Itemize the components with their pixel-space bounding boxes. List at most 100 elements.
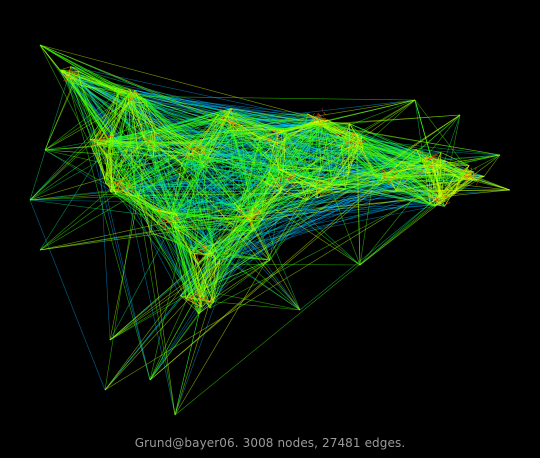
graph-edge: [124, 119, 137, 192]
graph-edge: [397, 179, 399, 184]
graph-edge: [346, 140, 351, 144]
graph-edge: [294, 125, 322, 175]
graph-edge: [127, 87, 130, 92]
graph-edge: [59, 69, 443, 199]
graph-edge: [255, 208, 260, 214]
graph-edge: [108, 114, 461, 142]
graph-edge: [327, 178, 333, 180]
graph-edge: [99, 132, 101, 135]
graph-edge: [212, 253, 216, 258]
graph-edge: [207, 255, 214, 303]
graph-edge: [278, 167, 282, 170]
graph-edge: [300, 122, 332, 184]
graph-edge: [323, 187, 329, 192]
graph-edge: [44, 92, 119, 151]
graph-edge: [44, 149, 119, 167]
graph-edge: [149, 180, 381, 381]
graph-edge: [414, 99, 470, 172]
graph-edge: [316, 114, 320, 116]
graph-edge: [39, 135, 113, 251]
graph-edge: [217, 114, 271, 261]
graph-edge: [93, 137, 100, 142]
graph-edge: [183, 149, 185, 151]
graph-edge: [70, 66, 119, 94]
graph-edge: [306, 185, 316, 200]
graph-edge: [311, 123, 501, 156]
graph-edge: [156, 207, 160, 213]
graph-edge: [194, 251, 197, 256]
graph-edge: [444, 165, 470, 207]
graph-edge: [172, 189, 511, 223]
graph-edge: [373, 154, 501, 175]
graph-edge: [190, 153, 361, 266]
graph-edge: [273, 131, 276, 135]
graph-edge: [149, 155, 202, 381]
graph-edge: [474, 178, 511, 191]
graph-edge: [156, 215, 163, 219]
graph-edge: [130, 95, 136, 102]
graph-edge: [134, 89, 189, 148]
graph-edge: [93, 140, 151, 381]
graph-edge: [129, 93, 136, 187]
graph-edge: [273, 170, 281, 187]
graph-edge: [321, 125, 355, 138]
graph-edge: [349, 141, 352, 145]
graph-edge: [165, 215, 171, 219]
graph-edge: [360, 139, 366, 141]
graph-edge: [280, 170, 333, 185]
graph-edge: [430, 201, 434, 205]
graph-edge: [59, 69, 275, 187]
graph-edge: [391, 173, 397, 175]
graph-edge: [125, 188, 174, 214]
graph-edge: [109, 182, 113, 186]
graph-edge: [281, 129, 308, 200]
graph-edge: [226, 108, 232, 117]
graph-edge: [476, 179, 480, 186]
graph-edge: [105, 183, 191, 254]
graph-edge: [483, 154, 501, 177]
graph-edge: [273, 129, 282, 147]
graph-edge: [146, 101, 157, 142]
graph-edge: [323, 120, 375, 172]
graph-edge: [174, 300, 203, 416]
graph-edge: [67, 80, 151, 381]
graph-edge: [125, 188, 176, 416]
graph-edge: [317, 188, 346, 199]
graph-edge: [39, 154, 202, 251]
graph-edge: [193, 207, 254, 249]
graph-edge: [279, 130, 282, 171]
graph-edge: [404, 180, 407, 182]
graph-edge: [105, 182, 110, 188]
graph-edge: [414, 99, 432, 158]
graph-edge: [359, 171, 435, 266]
graph-edge: [332, 149, 417, 185]
graph-edge: [275, 142, 278, 146]
graph-edge: [209, 207, 254, 309]
graph-edge: [105, 174, 111, 192]
graph-edge: [204, 299, 207, 302]
graph-edge: [128, 93, 157, 142]
graph-edge: [172, 222, 190, 294]
graph-edge: [347, 146, 353, 153]
graph-edge: [144, 110, 229, 138]
graph-edge: [272, 149, 342, 183]
graph-edge: [176, 130, 230, 216]
graph-edge: [442, 179, 474, 199]
graph-edge: [312, 118, 318, 123]
graph-edge: [112, 187, 173, 219]
graph-edge: [471, 174, 511, 191]
graph-edge: [197, 263, 361, 266]
graph-edge: [149, 120, 192, 145]
graph-edge: [147, 139, 150, 142]
graph-edge: [212, 132, 278, 254]
graph-edge: [227, 115, 312, 124]
graph-edge: [199, 260, 221, 299]
graph-edge: [239, 138, 261, 214]
graph-edge: [340, 149, 349, 175]
graph-edge: [135, 93, 511, 191]
graph-edge: [360, 144, 363, 147]
graph-edge: [229, 99, 416, 131]
graph-edge: [109, 141, 301, 311]
graph-edge: [103, 140, 355, 147]
graph-edge: [196, 251, 199, 256]
